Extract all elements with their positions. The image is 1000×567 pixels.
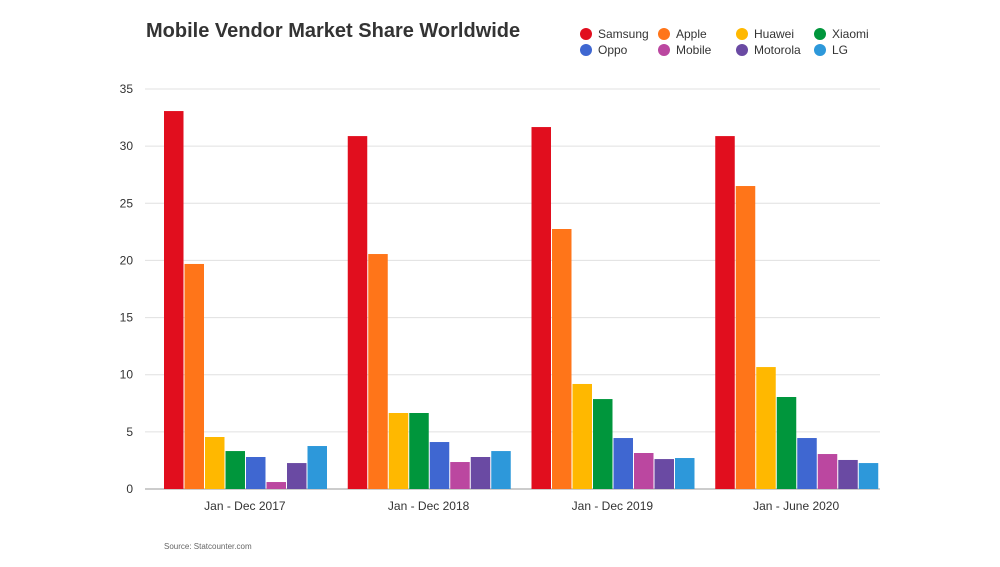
legend-item[interactable]: Huawei xyxy=(736,26,814,41)
legend-label: Huawei xyxy=(754,26,795,41)
bar-xiaomi xyxy=(593,399,613,489)
bar-lg xyxy=(307,446,327,489)
legend-item[interactable]: Xiaomi xyxy=(814,26,884,41)
bar-xiaomi xyxy=(409,413,429,489)
legend-item[interactable]: LG xyxy=(814,42,884,57)
legend-dot-icon xyxy=(658,27,670,40)
legend-dot-icon xyxy=(814,43,826,56)
bar-samsung xyxy=(531,127,551,490)
chart-title: Mobile Vendor Market Share Worldwide xyxy=(146,20,521,42)
bar-huawei xyxy=(572,383,592,489)
legend-label: Apple xyxy=(676,26,707,41)
bar-motorola xyxy=(470,457,491,489)
y-tick-label: 5 xyxy=(126,425,133,439)
bar-huawei xyxy=(205,437,225,489)
legend-label: Xiaomi xyxy=(832,26,869,41)
y-tick-label: 30 xyxy=(120,139,134,153)
legend-dot-icon xyxy=(736,27,748,40)
bar-huawei xyxy=(388,413,409,489)
bar-samsung xyxy=(715,136,735,490)
bar-apple xyxy=(552,229,572,489)
bar-motorola xyxy=(287,463,307,489)
legend-label: Oppo xyxy=(598,42,628,57)
y-tick-label: 10 xyxy=(120,368,134,382)
legend-item[interactable]: Mobile xyxy=(658,42,736,57)
legend-item[interactable]: Oppo xyxy=(580,42,658,57)
bar-oppo xyxy=(797,438,817,489)
y-tick-label: 35 xyxy=(120,82,134,96)
bar-mobile xyxy=(634,453,654,489)
legend-label: LG xyxy=(832,42,849,57)
legend-label: Motorola xyxy=(754,42,801,57)
legend-label: Samsung xyxy=(598,26,649,41)
bar-mobile xyxy=(266,482,286,489)
bar-apple xyxy=(735,186,756,489)
bar-motorola xyxy=(838,459,858,489)
x-tick-label: Jan - Dec 2018 xyxy=(388,499,470,513)
y-tick-label: 0 xyxy=(126,482,133,496)
legend-item[interactable]: Samsung xyxy=(580,26,658,41)
legend-dot-icon xyxy=(814,27,826,40)
x-tick-label: Jan - Dec 2017 xyxy=(204,499,286,513)
y-tick-label: 20 xyxy=(120,253,134,267)
legend-item[interactable]: Motorola xyxy=(736,42,814,57)
bar-apple xyxy=(368,254,388,489)
legend-dot-icon xyxy=(580,43,592,56)
bar-lg xyxy=(675,458,695,489)
bar-apple xyxy=(184,263,204,489)
legend: Samsung Apple Huawei Xiaomi Oppo Mobile Motoro… xyxy=(580,26,884,57)
x-tick-label: Jan - Dec 2019 xyxy=(572,499,654,513)
y-tick-label: 15 xyxy=(120,311,134,325)
y-tick-label: 25 xyxy=(120,196,134,210)
legend-item[interactable]: Apple xyxy=(658,26,736,41)
bar-oppo xyxy=(613,438,633,489)
legend-dot-icon xyxy=(580,27,592,40)
bar-lg xyxy=(491,451,511,489)
bar-motorola xyxy=(654,459,674,489)
legend-dot-icon xyxy=(658,43,670,56)
bar-lg xyxy=(858,463,879,489)
bar-samsung xyxy=(347,136,368,490)
bar-oppo xyxy=(429,442,450,489)
legend-label: Mobile xyxy=(676,42,712,57)
bar-xiaomi xyxy=(225,451,245,489)
bar-huawei xyxy=(756,367,776,489)
bar-samsung xyxy=(164,111,184,490)
bar-mobile xyxy=(450,462,470,489)
bar-oppo xyxy=(246,457,266,489)
x-tick-label: Jan - June 2020 xyxy=(753,499,839,513)
bar-mobile xyxy=(817,454,838,489)
source-note: Source: Statcounter.com xyxy=(164,542,252,551)
bar-xiaomi xyxy=(776,397,797,489)
legend-dot-icon xyxy=(736,43,748,56)
